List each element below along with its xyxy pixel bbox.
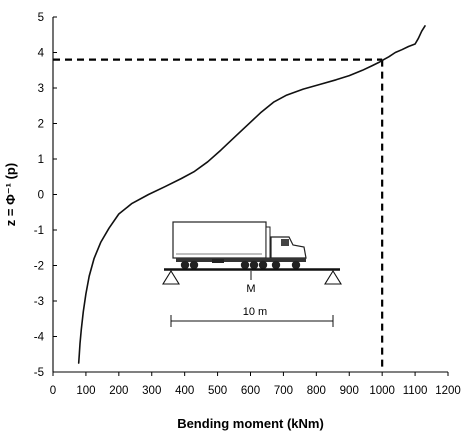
wheel xyxy=(271,260,281,270)
y-tick-label: 5 xyxy=(38,12,44,24)
x-tick-label: 800 xyxy=(307,385,326,397)
wheel xyxy=(258,260,268,270)
series-line-0 xyxy=(77,25,426,364)
x-tick-label: 1200 xyxy=(435,385,461,397)
wheel xyxy=(180,260,190,270)
x-tick-label: 1100 xyxy=(403,385,428,397)
exhaust-stack xyxy=(265,226,271,259)
span-label: 10 m xyxy=(243,306,267,318)
x-tick-label: 500 xyxy=(208,385,227,397)
wheel xyxy=(240,260,250,270)
truck-on-beam-inset: M 10 m xyxy=(162,221,342,327)
x-tick-label: 0 xyxy=(50,385,56,397)
x-axis-title: Bending moment (kNm) xyxy=(177,416,324,431)
y-tick-label: 2 xyxy=(38,119,44,131)
wheel xyxy=(249,260,259,270)
y-tick-label: -2 xyxy=(34,261,44,273)
y-tick-label: 3 xyxy=(38,83,44,95)
cab-window xyxy=(281,239,289,246)
wheel xyxy=(291,260,301,270)
y-tick-label: -3 xyxy=(34,296,44,308)
midspan-label: M xyxy=(246,283,255,295)
y-tick-label: 0 xyxy=(38,190,44,202)
wheel xyxy=(189,260,199,270)
tank xyxy=(212,259,224,263)
x-tick-label: 700 xyxy=(274,385,293,397)
x-tick-label: 600 xyxy=(241,385,260,397)
x-tick-label: 400 xyxy=(175,385,194,397)
x-tick-label: 200 xyxy=(109,385,128,397)
y-tick-label: 4 xyxy=(38,48,45,60)
x-tick-label: 900 xyxy=(340,385,359,397)
y-tick-label: -5 xyxy=(34,367,44,379)
x-tick-label: 100 xyxy=(76,385,95,397)
x-tick-label: 1000 xyxy=(369,385,395,397)
y-axis-title: z = Φ⁻¹ (p) xyxy=(3,163,18,226)
y-tick-label: -4 xyxy=(34,332,45,344)
y-tick-label: 1 xyxy=(38,154,44,166)
right-support xyxy=(324,269,342,285)
chassis xyxy=(176,258,306,262)
left-support xyxy=(162,269,180,285)
x-tick-label: 300 xyxy=(142,385,161,397)
trailer-box xyxy=(172,221,267,259)
y-tick-label: -1 xyxy=(34,225,44,237)
